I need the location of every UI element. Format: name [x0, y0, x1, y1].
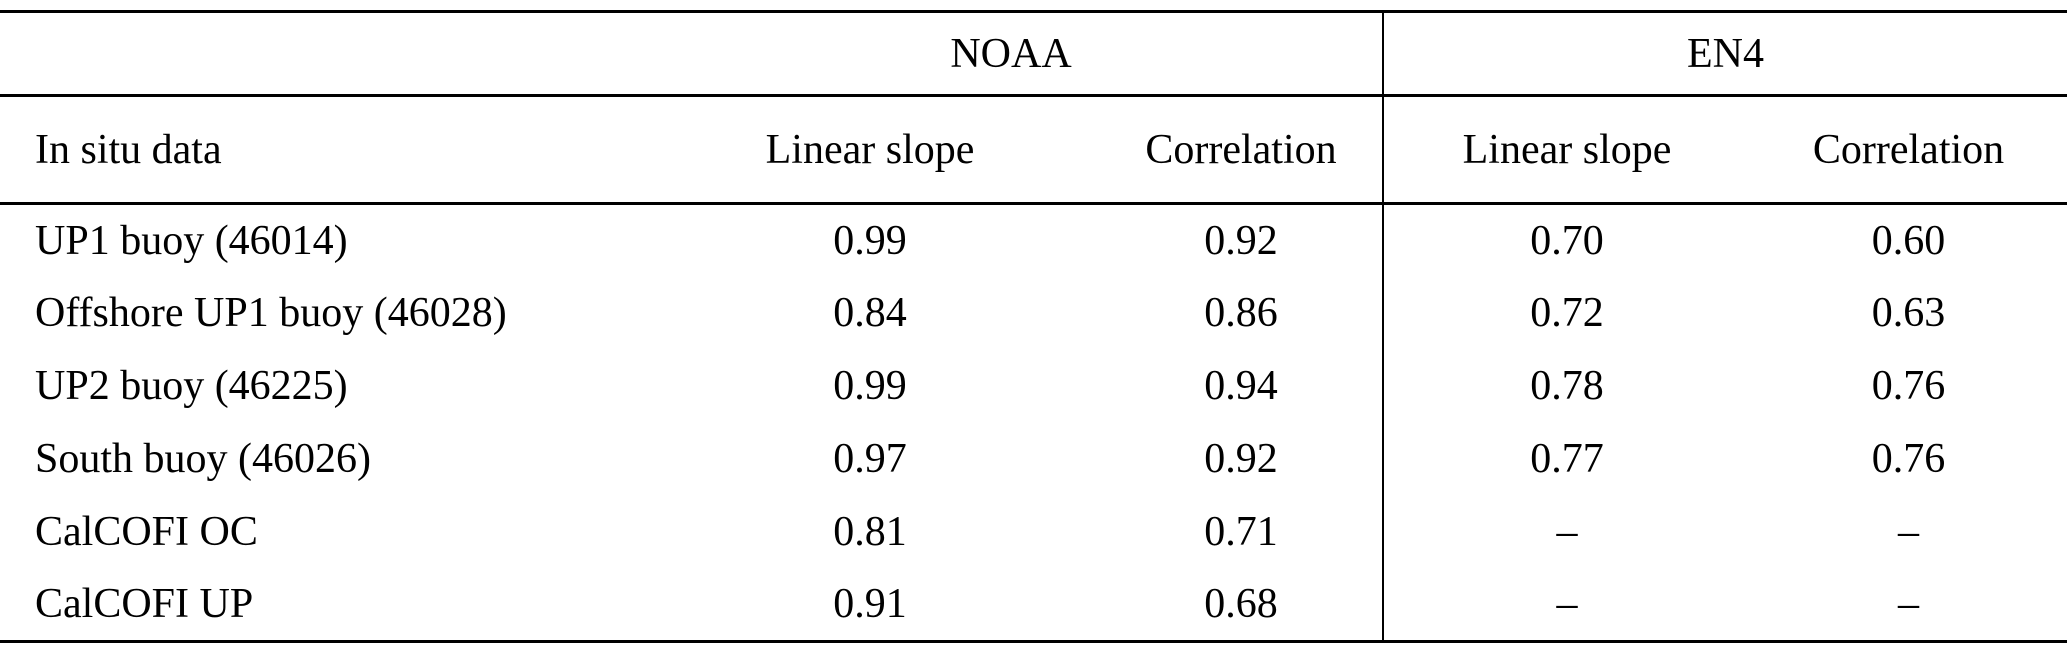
cell-noaa-correlation: 0.92	[1100, 422, 1385, 496]
cell-noaa-linear-slope: 0.84	[833, 290, 907, 336]
cell-noaa-correlation: 0.71	[1100, 495, 1385, 569]
results-table: NOAA EN4 In situ data Linear slope Corre…	[0, 10, 2067, 643]
group-header-noaa: NOAA	[640, 10, 1385, 96]
row-label: CalCOFI OC	[35, 509, 258, 555]
group-header-en4: EN4	[1383, 10, 2067, 96]
table-row-south-buoy: South buoy (46026) 0.97 0.92 0.77 0.76	[0, 422, 2067, 496]
group-header-row: NOAA EN4	[0, 10, 2067, 96]
table-row-up2-buoy: UP2 buoy (46225) 0.99 0.94 0.78 0.76	[0, 349, 2067, 423]
cell-noaa-linear-slope: 0.99	[833, 363, 907, 409]
cell-en4-correlation: 0.76	[1871, 436, 1946, 482]
cell-en4-correlation: 0.76	[1871, 363, 1946, 409]
cell-noaa-linear-slope: 0.97	[833, 436, 907, 482]
column-header-en4-linear-slope: Linear slope	[1383, 94, 1751, 204]
cell-en4-linear-slope: 0.70	[1383, 202, 1751, 277]
table-row-calcofi-up: CalCOFI UP 0.91 0.68 – –	[0, 568, 2067, 643]
cell-noaa-correlation: 0.92	[1100, 202, 1385, 277]
column-header-in-situ-data: In situ data	[0, 94, 640, 204]
column-header-noaa-correlation: Correlation	[1100, 94, 1385, 204]
row-label: CalCOFI UP	[0, 568, 640, 643]
table-row-up1-buoy: UP1 buoy (46014) 0.99 0.92 0.70 0.60	[0, 202, 2067, 277]
cell-en4-correlation: 0.63	[1871, 290, 1946, 336]
row-label: Offshore UP1 buoy (46028)	[35, 290, 507, 336]
cell-noaa-correlation: 0.68	[1100, 568, 1385, 643]
table-row-calcofi-oc: CalCOFI OC 0.81 0.71 – –	[0, 495, 2067, 569]
row-label: South buoy (46026)	[35, 436, 371, 482]
cell-en4-correlation: 0.60	[1750, 202, 2067, 277]
cell-en4-linear-slope: 0.77	[1530, 436, 1604, 482]
cell-noaa-correlation: 0.94	[1100, 349, 1385, 423]
cell-noaa-linear-slope: 0.91	[640, 568, 1100, 643]
column-header-en4-correlation: Correlation	[1750, 94, 2067, 204]
cell-noaa-correlation: 0.86	[1100, 276, 1385, 350]
cell-en4-correlation: –	[1750, 568, 2067, 643]
cell-en4-correlation: –	[1898, 509, 1920, 555]
group-header-empty-cell	[0, 10, 640, 96]
cell-en4-linear-slope: –	[1383, 568, 1751, 643]
cell-en4-linear-slope: 0.78	[1530, 363, 1604, 409]
column-header-noaa-linear-slope: Linear slope	[640, 94, 1100, 204]
column-header-row: In situ data Linear slope Correlation Li…	[0, 94, 2067, 204]
row-label: UP1 buoy (46014)	[0, 202, 640, 277]
cell-en4-linear-slope: 0.72	[1530, 290, 1604, 336]
cell-noaa-linear-slope: 0.99	[640, 202, 1100, 277]
cell-noaa-linear-slope: 0.81	[833, 509, 907, 555]
table-row-offshore-up1-buoy: Offshore UP1 buoy (46028) 0.84 0.86 0.72…	[0, 276, 2067, 350]
cell-en4-linear-slope: –	[1556, 509, 1578, 555]
row-label: UP2 buoy (46225)	[35, 363, 348, 409]
